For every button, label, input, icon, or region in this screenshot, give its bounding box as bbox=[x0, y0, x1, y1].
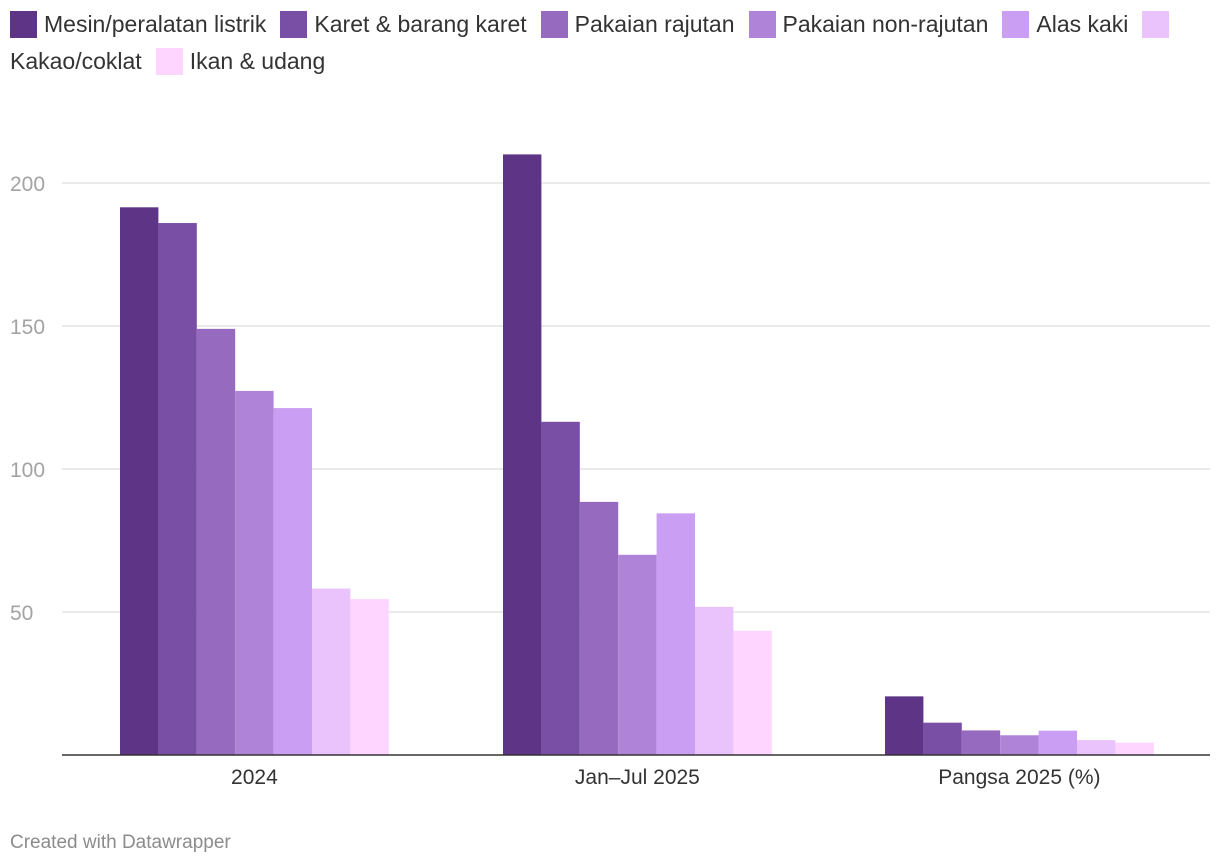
bar bbox=[1115, 742, 1154, 755]
bar bbox=[961, 730, 1001, 755]
legend-item: Pakaian non-rajutan bbox=[748, 11, 989, 38]
legend-item: Karet & barang karet bbox=[280, 11, 527, 38]
bar bbox=[1077, 740, 1116, 755]
y-tick-label: 100 bbox=[10, 459, 45, 482]
bar bbox=[541, 421, 580, 755]
y-tick-label: 50 bbox=[10, 602, 33, 625]
legend-label: Pakaian non-rajutan bbox=[782, 11, 989, 37]
legend-item: Kakao/coklat bbox=[10, 11, 1176, 74]
footer-credit: Created with Datawrapper bbox=[10, 832, 231, 853]
x-tick-label: 2024 bbox=[231, 766, 278, 789]
bar bbox=[1038, 730, 1077, 755]
bar bbox=[350, 599, 389, 755]
bar bbox=[1000, 735, 1039, 755]
bar bbox=[656, 513, 695, 755]
x-tick-label: Jan–Jul 2025 bbox=[575, 766, 700, 789]
legend-swatch bbox=[1142, 11, 1170, 38]
legend-swatch bbox=[748, 11, 776, 38]
bar bbox=[312, 588, 351, 755]
legend-swatch bbox=[540, 11, 568, 38]
legend-item: Ikan & udang bbox=[155, 48, 326, 75]
bar bbox=[158, 223, 197, 756]
bar bbox=[733, 630, 772, 755]
bar bbox=[196, 328, 236, 755]
legend-label: Karet & barang karet bbox=[314, 11, 527, 37]
bar bbox=[923, 722, 962, 755]
x-tick-label: Pangsa 2025 (%) bbox=[938, 766, 1100, 789]
legend-item: Alas kaki bbox=[1002, 11, 1129, 38]
bar bbox=[885, 696, 924, 755]
legend-swatch bbox=[1002, 11, 1030, 38]
legend-item: Mesin/peralatan listrik bbox=[10, 11, 267, 38]
legend-label: Kakao/coklat bbox=[10, 48, 142, 74]
legend-swatch bbox=[280, 11, 308, 38]
legend-swatch bbox=[10, 11, 37, 38]
legend-label: Alas kaki bbox=[1036, 11, 1129, 37]
bar bbox=[618, 554, 657, 755]
legend-item: Pakaian rajutan bbox=[540, 11, 735, 38]
y-tick-label: 150 bbox=[10, 316, 45, 339]
bar bbox=[120, 207, 159, 755]
bar bbox=[235, 390, 274, 755]
bar bbox=[695, 606, 734, 755]
legend-label: Pakaian rajutan bbox=[574, 11, 735, 37]
bar bbox=[579, 501, 619, 755]
legend-label: Ikan & udang bbox=[189, 48, 326, 74]
bar bbox=[273, 408, 312, 755]
bar bbox=[503, 154, 542, 755]
legend-swatch bbox=[155, 48, 183, 75]
legend-label: Mesin/peralatan listrik bbox=[44, 11, 267, 37]
legend: Mesin/peralatan listrik Karet & barang ka… bbox=[10, 6, 1200, 80]
y-tick-label: 200 bbox=[10, 173, 45, 196]
